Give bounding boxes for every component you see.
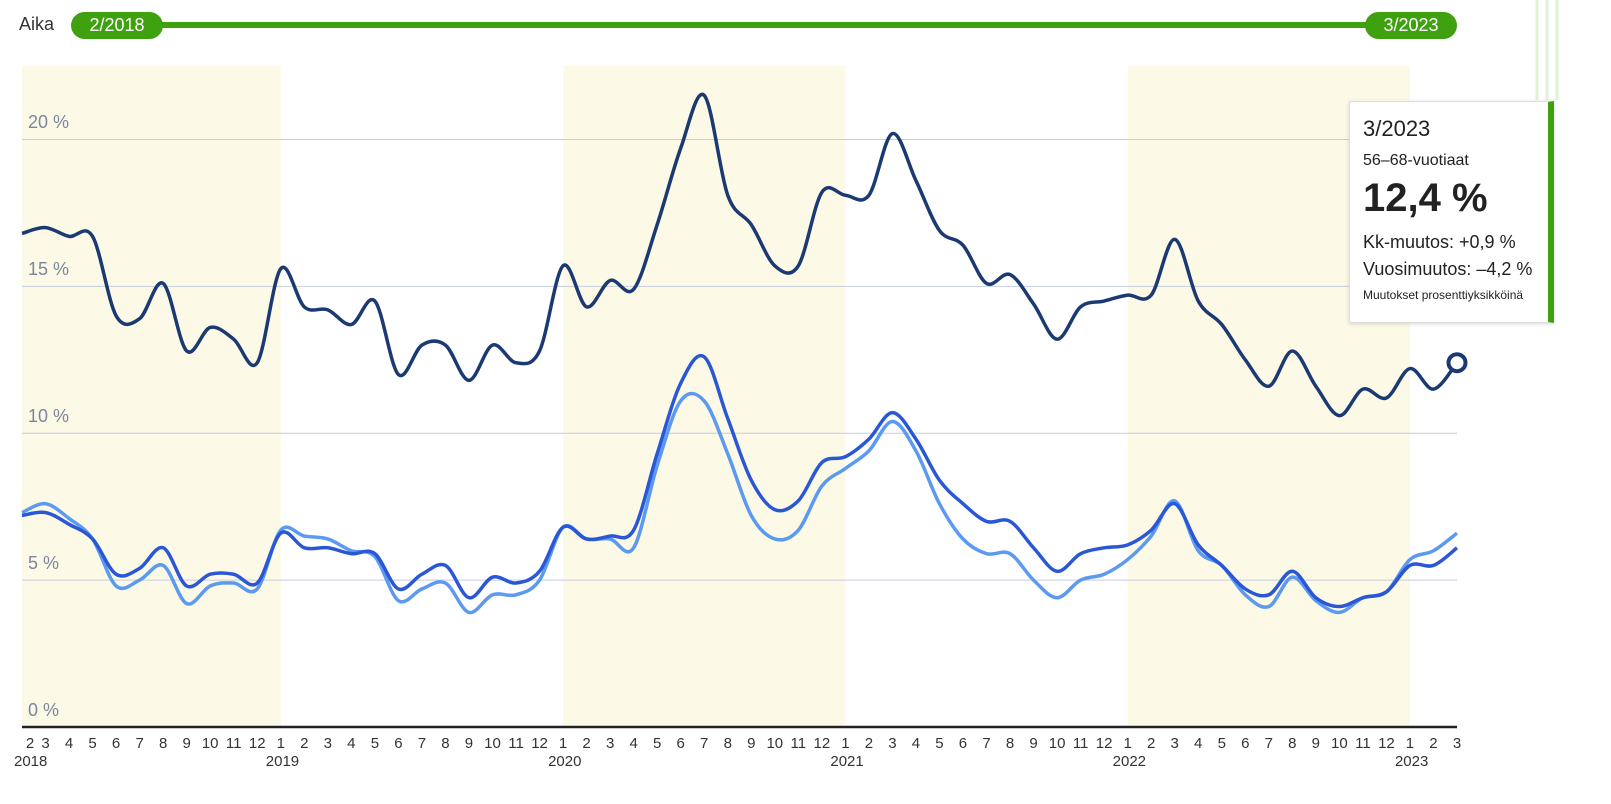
x-tick-label: 3: [888, 735, 896, 752]
x-tick-label: 6: [394, 735, 402, 752]
x-tick-label: 5: [371, 735, 379, 752]
x-tick-label: 9: [183, 735, 191, 752]
series-line: [21, 92, 1459, 418]
year-label: 2023: [1395, 753, 1428, 770]
x-tick-label: 2: [1147, 735, 1155, 752]
year-band: [22, 66, 281, 727]
x-tick-label: 4: [347, 735, 355, 752]
x-tick-label: 7: [982, 735, 990, 752]
x-tick-label: 3: [606, 735, 614, 752]
x-tick-label: 1: [1406, 735, 1414, 752]
x-tick-label: 11: [791, 735, 807, 752]
x-tick-label: 1: [277, 735, 285, 752]
slider-start: 2/2018: [89, 15, 144, 35]
slider-handle[interactable]: [1365, 12, 1457, 39]
x-tick-label: 11: [508, 735, 524, 752]
x-tick-label: 4: [1194, 735, 1202, 752]
x-tick-label: 3: [41, 735, 49, 752]
x-tick-label: 6: [677, 735, 685, 752]
x-tick-label: 1: [1123, 735, 1131, 752]
year-label: 2019: [266, 753, 299, 770]
x-tick-label: 10: [1331, 735, 1348, 752]
x-tick-label: 9: [1312, 735, 1320, 752]
x-tick-label: 5: [88, 735, 96, 752]
x-tick-label: 2: [26, 735, 34, 752]
x-tick-label: 7: [1265, 735, 1273, 752]
x-tick-label: 3: [1171, 735, 1179, 752]
year-label: 2020: [548, 753, 581, 770]
x-tick-label: 7: [700, 735, 708, 752]
x-tick-label: 12: [531, 735, 548, 752]
year-label: 2018: [14, 753, 47, 770]
y-tick-label: 15 %: [28, 259, 69, 279]
x-tick-label: 12: [1096, 735, 1113, 752]
tooltip: 3/2023 56–68-vuotiaat 12,4 % Kk-muutos: …: [1349, 101, 1554, 323]
x-tick-label: 12: [813, 735, 830, 752]
x-tick-label: 4: [65, 735, 73, 752]
x-tick-label: 5: [653, 735, 661, 752]
x-tick-label: 2: [582, 735, 590, 752]
tooltip-value: 12,4 %: [1363, 176, 1488, 220]
slider-handle[interactable]: [71, 12, 163, 39]
x-tick-label: 6: [1241, 735, 1249, 752]
year-label: 2022: [1113, 753, 1146, 770]
tooltip-monthly: Kk-muutos: +0,9 %: [1363, 232, 1516, 252]
y-tick-label: 0 %: [28, 700, 59, 720]
y-tick-label: 5 %: [28, 553, 59, 573]
tooltip-series: 56–68-vuotiaat: [1363, 152, 1469, 169]
x-tick-label: 5: [1218, 735, 1226, 752]
year-label: 2021: [830, 753, 863, 770]
x-tick-label: 12: [249, 735, 266, 752]
y-tick-label: 20 %: [28, 112, 69, 132]
x-tick-label: 6: [112, 735, 120, 752]
x-tick-label: 10: [766, 735, 783, 752]
x-tick-label: 5: [935, 735, 943, 752]
x-tick-label: 8: [724, 735, 732, 752]
x-tick-label: 1: [841, 735, 849, 752]
x-tick-label: 4: [629, 735, 637, 752]
x-tick-label: 1: [559, 735, 567, 752]
tooltip-date: 3/2023: [1363, 116, 1431, 141]
x-tick-label: 2: [300, 735, 308, 752]
x-tick-label: 2: [865, 735, 873, 752]
tooltip-yearly: Vuosimuutos: –4,2 %: [1363, 259, 1533, 279]
x-tick-label: 9: [1029, 735, 1037, 752]
x-tick-label: 8: [441, 735, 449, 752]
series-line: [21, 353, 1459, 609]
slider-label: Aika: [19, 14, 55, 34]
x-tick-label: 10: [1049, 735, 1066, 752]
x-tick-label: 11: [226, 735, 242, 752]
x-tick-label: 10: [484, 735, 501, 752]
x-tick-label: 7: [135, 735, 143, 752]
x-tick-label: 8: [159, 735, 167, 752]
active-point: [1446, 352, 1468, 374]
x-tick-label: 9: [465, 735, 473, 752]
x-tick-label: 2: [1429, 735, 1437, 752]
x-tick-label: 11: [1355, 735, 1371, 752]
x-tick-label: 8: [1006, 735, 1014, 752]
x-tick-label: 12: [1378, 735, 1395, 752]
y-tick-label: 10 %: [28, 406, 69, 426]
x-tick-label: 9: [747, 735, 755, 752]
decor: [1535, 0, 1559, 100]
x-tick-label: 6: [959, 735, 967, 752]
x-tick-label: 11: [1073, 735, 1089, 752]
x-tick-label: 8: [1288, 735, 1296, 752]
x-tick-label: 4: [912, 735, 920, 752]
x-tick-label: 3: [1453, 735, 1461, 752]
x-tick-label: 3: [324, 735, 332, 752]
x-tick-label: 10: [202, 735, 219, 752]
x-tick-label: 7: [418, 735, 426, 752]
year-band: [563, 66, 846, 727]
tooltip-note: Muutokset prosenttiyksikköinä: [1363, 288, 1524, 302]
slider-end: 3/2023: [1383, 15, 1438, 35]
